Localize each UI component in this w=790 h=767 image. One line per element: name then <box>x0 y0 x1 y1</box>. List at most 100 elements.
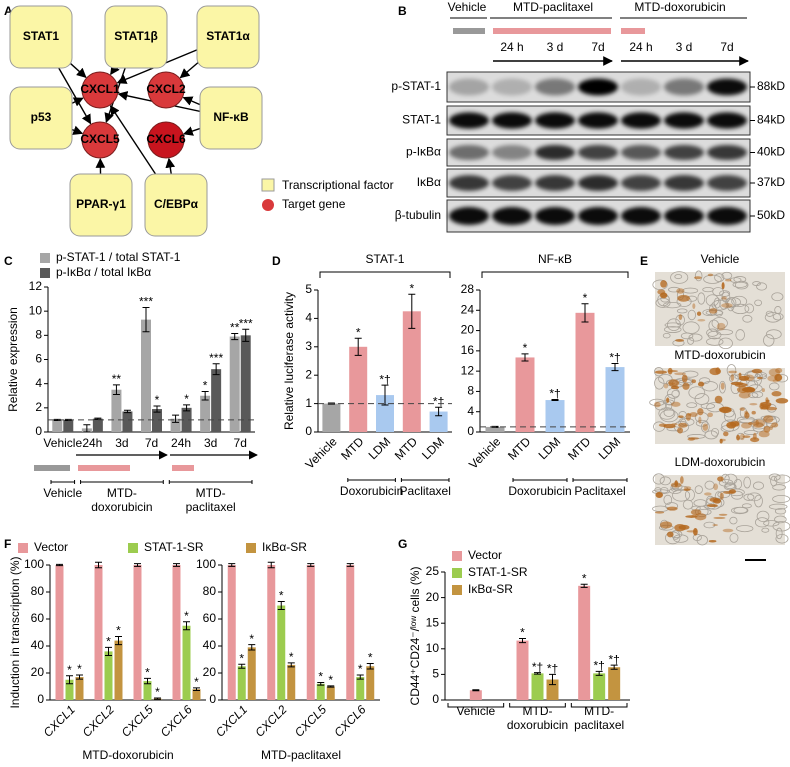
legend-swatch <box>452 585 462 595</box>
error-bar <box>307 563 315 567</box>
blot-row-label: β-tubulin <box>395 208 441 222</box>
bar <box>267 565 276 700</box>
panel-label: E <box>640 254 648 268</box>
group-bracket <box>347 478 396 482</box>
blot-row-label: p-STAT-1 <box>391 79 441 93</box>
treatment-bar <box>172 465 194 471</box>
stain <box>742 435 751 438</box>
group-bracket <box>512 478 568 482</box>
stain <box>680 476 684 484</box>
cell <box>770 475 778 487</box>
panel-label: D <box>272 254 281 268</box>
stain <box>678 314 683 320</box>
bar <box>608 667 621 700</box>
stain <box>654 370 668 374</box>
bar <box>170 418 181 432</box>
cell <box>724 482 736 490</box>
x-tick-label: CXCL2 <box>80 702 117 739</box>
blot-band <box>664 78 704 96</box>
y-tick-label: 0 <box>35 424 42 438</box>
significance-label: * <box>184 609 189 623</box>
stain <box>709 497 719 502</box>
group-label: Paclitaxel <box>400 484 451 498</box>
x-tick-label: CXCL6 <box>158 702 195 739</box>
stain <box>704 492 712 496</box>
category-bracket <box>570 703 628 708</box>
error-bar <box>435 406 443 417</box>
y-tick-label: 0 <box>209 692 216 706</box>
stain <box>712 524 719 527</box>
bar <box>326 686 335 700</box>
stain <box>687 437 695 441</box>
blot-row-label: STAT-1 <box>402 113 441 127</box>
cell <box>732 281 748 288</box>
x-tick-label: Vehicle <box>456 704 495 718</box>
stain <box>752 421 764 429</box>
stain <box>739 407 745 411</box>
stain <box>674 372 686 376</box>
node-label: CXCL5 <box>80 132 120 146</box>
bar <box>346 565 355 700</box>
error-bar <box>228 563 236 567</box>
y-axis-label: CD44⁺CD24⁻/ˡᵒʷ cells (%) <box>408 567 422 706</box>
stain <box>685 412 691 421</box>
error-bar <box>327 685 335 688</box>
stain <box>674 524 686 532</box>
x-tick-label: 3d <box>204 436 217 450</box>
blot-band <box>621 175 661 191</box>
significance-label: * <box>368 651 373 665</box>
y-tick-label: 10 <box>29 303 43 317</box>
cell <box>711 317 728 330</box>
treatment-label: MTD-paclitaxel <box>513 0 593 14</box>
bar <box>182 625 191 700</box>
error-bar <box>105 646 112 656</box>
blot-band <box>492 144 532 161</box>
cell <box>731 303 750 315</box>
stain <box>691 379 696 384</box>
cell <box>713 497 725 508</box>
error-bar <box>549 673 556 686</box>
stain <box>755 420 759 426</box>
cell <box>763 520 780 527</box>
significance-label: *† <box>379 372 390 386</box>
error-bar <box>287 662 295 668</box>
group-label: MTD-doxorubicin <box>91 486 152 514</box>
significance-label: * <box>194 675 199 689</box>
histology-image <box>652 270 785 350</box>
cell <box>743 476 751 489</box>
y-axis-label: Relative expression <box>6 307 20 412</box>
x-tick-label: MTD-paclitaxel <box>574 704 624 732</box>
target-gene-node <box>147 121 185 159</box>
stain <box>750 437 760 443</box>
bar <box>575 312 595 432</box>
x-tick-label: 7d <box>234 436 247 450</box>
significance-label: * <box>184 392 189 406</box>
cell <box>765 310 774 317</box>
stain <box>738 391 751 399</box>
cell <box>696 535 708 546</box>
significance-label: * <box>155 393 160 407</box>
group-label: Vehicle <box>43 486 82 500</box>
y-tick-label: 80 <box>203 584 217 598</box>
cell <box>756 282 768 291</box>
bar <box>578 585 591 700</box>
x-tick-label: LDM <box>366 434 394 462</box>
group-bracket <box>50 480 76 484</box>
legend-label: STAT-1-SR <box>468 565 528 579</box>
stain <box>744 412 750 419</box>
x-tick-label: LDM <box>536 434 564 462</box>
cell <box>694 485 703 494</box>
cell <box>670 271 689 284</box>
error-bar <box>581 303 589 323</box>
x-tick-label: CXCL2 <box>252 702 289 739</box>
text-line: MTD- <box>196 486 226 500</box>
y-tick-label: 0 <box>467 424 474 438</box>
bar <box>111 389 122 432</box>
y-tick-label: 4 <box>305 311 312 325</box>
bar <box>52 419 63 432</box>
cell <box>694 270 703 282</box>
significance-label: *† <box>433 394 444 408</box>
timepoint-label: 7d <box>591 40 604 54</box>
timepoint-label: 24 h <box>500 40 523 54</box>
y-tick-label: 2 <box>35 400 42 414</box>
